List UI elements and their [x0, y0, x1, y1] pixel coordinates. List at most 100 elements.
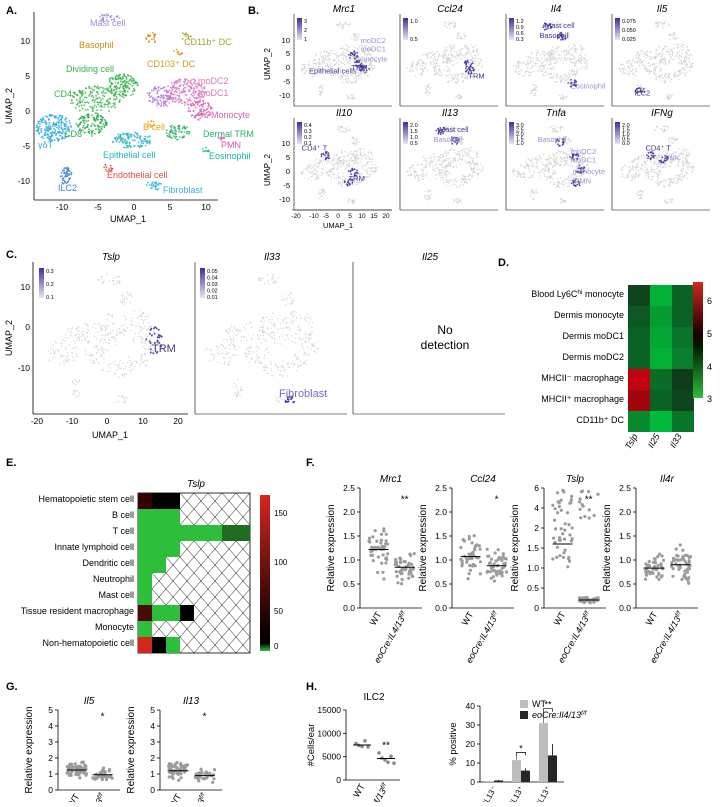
- cluster-endothelial: [105, 164, 107, 166]
- umap-background-cell: [316, 159, 317, 160]
- umap-background-cell: [456, 55, 457, 56]
- umap-background-cell: [426, 54, 427, 55]
- umap-background-cell: [686, 56, 687, 57]
- umap-background-cell: [561, 150, 562, 151]
- cluster-dermal-trm: [174, 130, 176, 132]
- umap-background-cell: [442, 163, 443, 164]
- a-label-bcell: B cell: [143, 122, 165, 132]
- umap-background-cell: [679, 61, 680, 62]
- umap-background-cell: [449, 46, 450, 47]
- umap-background-cell: [371, 167, 372, 168]
- umap-background-cell: [302, 64, 303, 65]
- umap-background-cell: [552, 53, 553, 54]
- umap-background-cell: [434, 58, 435, 59]
- umap-background-cell: [533, 71, 534, 72]
- umap-background-cell: [570, 180, 571, 181]
- umap-background-cell: [659, 71, 660, 72]
- cluster-dividing: [133, 83, 135, 85]
- umap-background-cell: [574, 63, 575, 64]
- cluster-modc: [187, 101, 189, 103]
- umap-background-cell: [565, 182, 566, 183]
- umap-background-cell: [432, 55, 433, 56]
- umap-background-cell: [684, 62, 685, 63]
- cluster-cd8: [87, 120, 89, 122]
- umap-background-cell: [556, 59, 557, 60]
- umap-background-cell: [564, 157, 565, 158]
- cluster-cd4: [92, 91, 94, 93]
- umap-background-cell: [568, 53, 569, 54]
- umap-background-cell: [449, 174, 450, 175]
- umap-background-cell: [657, 66, 658, 67]
- umap-background-cell: [435, 70, 436, 71]
- umap-background-cell: [457, 78, 458, 79]
- umap-background-cell: [560, 59, 561, 60]
- cluster-dermal-trm: [185, 128, 187, 130]
- umap-background-cell: [551, 164, 552, 165]
- umap-background-cell: [571, 74, 572, 75]
- umap-background-cell: [548, 170, 549, 171]
- umap-background-cell: [675, 74, 676, 75]
- umap-background-cell: [456, 62, 457, 63]
- cluster-cd4: [102, 90, 104, 92]
- umap-background-cell: [322, 169, 323, 170]
- cluster-cd4: [114, 99, 116, 101]
- umap-background-cell: [554, 56, 555, 57]
- umap-background-cell: [370, 152, 371, 153]
- umap-background-cell: [316, 167, 317, 168]
- cluster-modc: [191, 88, 193, 90]
- umap-background-cell: [642, 64, 643, 65]
- umap-background-cell: [304, 67, 305, 68]
- umap-background-cell: [574, 71, 575, 72]
- umap-background-cell: [356, 184, 357, 185]
- cluster-epithelial: [122, 142, 124, 144]
- umap-background-cell: [430, 160, 431, 161]
- umap-background-cell: [660, 53, 661, 54]
- umap-background-cell: [683, 44, 684, 45]
- umap-background-cell: [478, 156, 479, 157]
- cluster-dermal-trm: [182, 128, 184, 130]
- umap-background-cell: [324, 62, 325, 63]
- umap-background-cell: [650, 52, 651, 53]
- cluster-dividing: [128, 88, 130, 90]
- umap-background-cell: [549, 178, 550, 179]
- umap-background-cell: [545, 64, 546, 65]
- umap-background-cell: [574, 58, 575, 59]
- cluster-modc: [184, 102, 186, 104]
- cluster-cd8: [87, 124, 89, 126]
- cluster-epithelial: [138, 141, 140, 143]
- feature-plot-colorbar: [297, 122, 302, 144]
- umap-background-cell: [461, 182, 462, 183]
- cluster-dividing: [122, 78, 124, 80]
- umap-background-cell: [319, 198, 320, 199]
- cluster-gdt: [60, 122, 62, 124]
- umap-background-cell: [338, 180, 339, 181]
- cluster-ilc2: [68, 180, 70, 182]
- umap-background-cell: [553, 77, 554, 78]
- feature-plot-cell-label: TRM: [468, 71, 484, 80]
- umap-background-cell: [345, 167, 346, 168]
- umap-background-cell: [554, 184, 555, 185]
- umap-background-cell: [556, 81, 557, 82]
- umap-background-cell: [472, 60, 473, 61]
- cluster-cd4: [113, 95, 115, 97]
- umap-background-cell: [444, 161, 445, 162]
- umap-background-cell: [446, 66, 447, 67]
- umap-background-cell: [436, 175, 437, 176]
- umap-background-cell: [342, 183, 343, 184]
- feature-hot-cell: [467, 60, 469, 62]
- umap-background-cell: [462, 157, 463, 158]
- umap-background-cell: [477, 62, 478, 63]
- cluster-cd8: [99, 122, 101, 124]
- umap-background-cell: [322, 88, 323, 89]
- cluster-cd4: [100, 87, 102, 89]
- umap-background-cell: [576, 52, 577, 53]
- umap-background-cell: [516, 170, 517, 171]
- umap-background-cell: [363, 155, 364, 156]
- umap-background-cell: [374, 67, 375, 68]
- umap-background-cell: [447, 81, 448, 82]
- umap-background-cell: [306, 70, 307, 71]
- umap-background-cell: [435, 59, 436, 60]
- cluster-gdt: [50, 126, 52, 128]
- a-label-dermal-trm: Dermal TRM: [203, 129, 254, 139]
- umap-background-cell: [317, 61, 318, 62]
